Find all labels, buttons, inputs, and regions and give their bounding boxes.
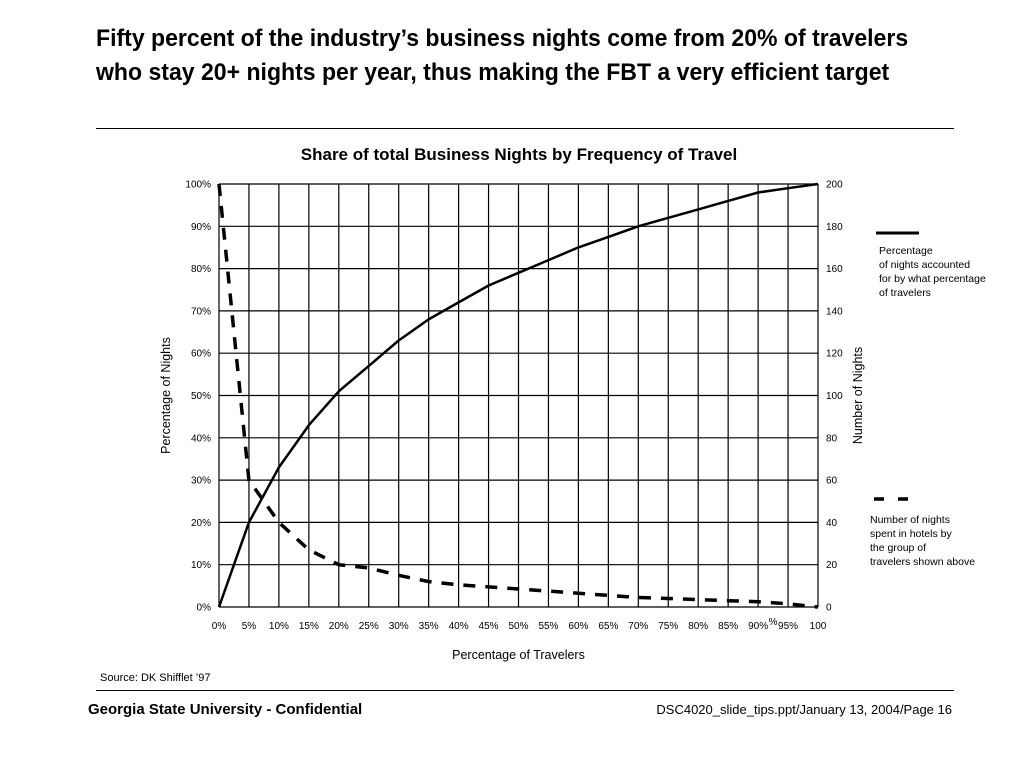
footer-organization: Georgia State University - Confidential	[88, 701, 363, 718]
y-right-tick-label: 100	[826, 391, 843, 402]
x-tick-label: 10%	[269, 621, 289, 632]
axis-labels: 0% 5% 10% 15% 20% 25% 30% 35% 40% 45% 50% 55% 60% 65%…	[159, 180, 865, 663]
y-left-axis-title: Percentage of Nights	[159, 337, 173, 454]
x-tick-label: 85%	[718, 621, 738, 632]
x-tick-label: 60%	[568, 621, 588, 632]
x-tick-label: 0%	[212, 621, 227, 632]
y-right-axis-title: Number of Nights	[851, 347, 865, 444]
legend-solid-line: Percentage	[879, 245, 933, 257]
legend-dashed-label: Number of nights spent in hotels by the …	[870, 513, 1000, 569]
x-tick-label: 80%	[688, 621, 708, 632]
x-tick-label: 70%	[628, 621, 648, 632]
y-left-tick-label: 100%	[185, 180, 211, 191]
y-left-tick-label: 50%	[191, 391, 211, 402]
x-tick-label: 100	[810, 621, 827, 632]
y-left-tick-label: 20%	[191, 518, 211, 529]
x-axis-title: Percentage of Travelers	[452, 648, 585, 662]
y-left-tick-label: 10%	[191, 560, 211, 571]
y-right-tick-label: 140	[826, 306, 843, 317]
legend-dashed-line: the group of	[870, 542, 927, 554]
y-right-tick-label: 60	[826, 476, 838, 487]
x-tick-label: 5%	[242, 621, 257, 632]
y-right-tick-label: 160	[826, 264, 843, 275]
slide-headline: Fifty percent of the industry’s business…	[96, 25, 909, 86]
legend-dashed-line: Number of nights	[870, 514, 950, 526]
x-tick-label: 35%	[419, 621, 439, 632]
y-left-tick-label: 70%	[191, 306, 211, 317]
top-divider	[96, 128, 954, 129]
legend-dashed-line: spent in hotels by	[870, 528, 952, 540]
x-tick-label: 15%	[299, 621, 319, 632]
series-layer	[217, 182, 819, 609]
legend-swatches	[874, 231, 919, 501]
series-nights-dashed-line	[217, 183, 819, 609]
source-note: Source: DK Shifflet ’97	[100, 672, 211, 684]
x-tick-label: 65%	[598, 621, 618, 632]
x-tick-label: 90%	[748, 621, 768, 632]
y-right-tick-label: 200	[826, 180, 843, 191]
y-right-tick-label: 40	[826, 518, 838, 529]
legend-solid-line: for by what percentage	[879, 273, 986, 285]
legend-dashed-line: travelers shown above	[870, 556, 976, 568]
legend-solid-label: Percentage of nights accounted for by wh…	[879, 244, 1009, 300]
bottom-divider	[96, 690, 954, 691]
x-tick-label: 50%	[508, 621, 528, 632]
x-tick-label: 40%	[449, 621, 469, 632]
x-tick-label: 25%	[359, 621, 379, 632]
legend-solid-line: of nights accounted	[879, 259, 971, 271]
chart-grid	[218, 183, 819, 608]
x-tick-label: 30%	[389, 621, 409, 632]
footer-page-info: DSC4020_slide_tips.ppt/January 13, 2004/…	[656, 702, 952, 717]
legend-solid-line: of travelers	[879, 287, 931, 299]
x-tick-label: 75%	[658, 621, 678, 632]
y-left-tick-label: 0%	[197, 603, 212, 614]
y-right-tick-label: 180	[826, 222, 843, 233]
x-tick-label: 45%	[479, 621, 499, 632]
y-right-tick-label: 20	[826, 560, 838, 571]
y-left-tick-label: 40%	[191, 433, 211, 444]
x-tick-label: 55%	[538, 621, 558, 632]
y-right-tick-label: 120	[826, 349, 843, 360]
series-percentage-solid-line	[217, 182, 819, 608]
y-left-tick-label: 80%	[191, 264, 211, 275]
y-left-tick-label: 30%	[191, 476, 211, 487]
y-left-tick-label: 60%	[191, 349, 211, 360]
x-tick-label: 20%	[329, 621, 349, 632]
y-left-tick-label: 90%	[191, 222, 211, 233]
x-tick-label: 95%	[778, 621, 798, 632]
y-right-tick-label: 80	[826, 433, 838, 444]
chart-title: Share of total Business Nights by Freque…	[300, 145, 738, 164]
y-right-tick-label: 0	[826, 603, 832, 614]
x-tick-overlap-label: %	[769, 617, 778, 628]
